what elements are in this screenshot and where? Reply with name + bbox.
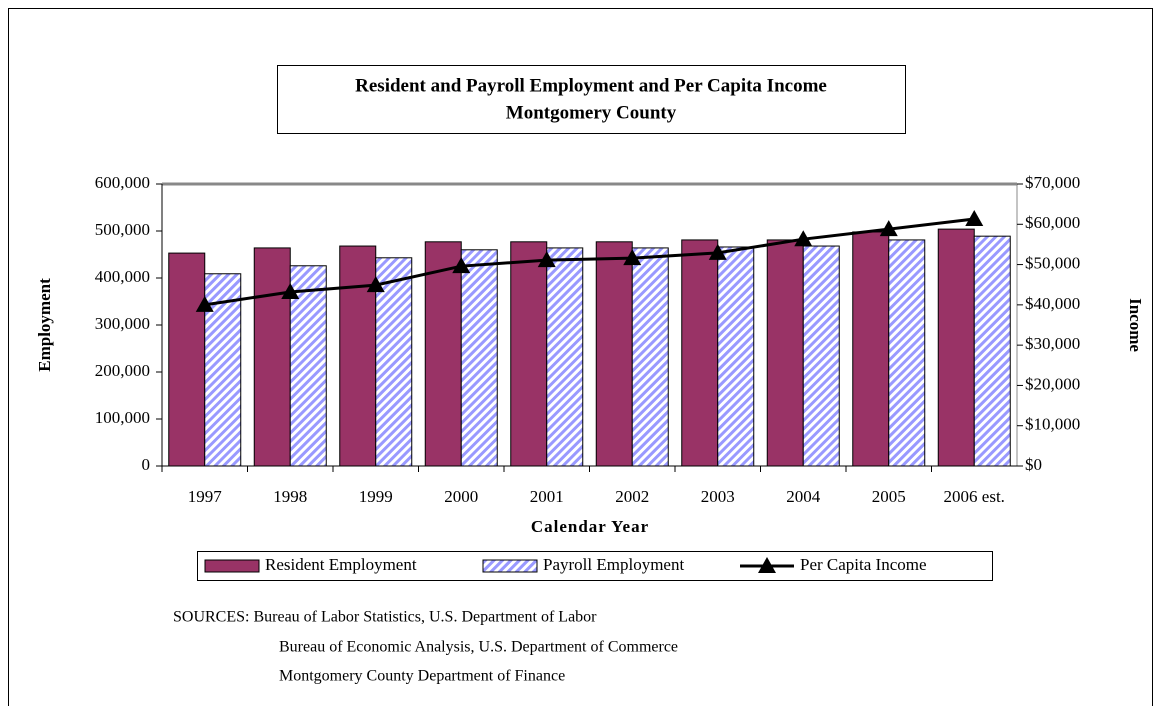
income-line [204, 217, 975, 307]
bar [595, 241, 633, 467]
bar [937, 228, 975, 467]
marker [195, 295, 214, 312]
y-tick-label: 500,000 [95, 220, 150, 239]
y2-axis-title: Income [1126, 298, 1145, 352]
bar [375, 257, 413, 467]
bar [852, 231, 890, 467]
legend-box [197, 551, 993, 581]
x-tick-label: 1998 [273, 487, 307, 506]
x-tick-label: 2004 [786, 487, 821, 506]
x-axis-title: Calendar Year [531, 517, 649, 536]
marker [452, 257, 471, 274]
marker [366, 276, 385, 293]
bar [460, 249, 498, 467]
marker [879, 220, 898, 237]
y-axis-title: Employment [35, 278, 54, 372]
y2-tick-label: $40,000 [1025, 294, 1080, 313]
y-tick-label: 400,000 [95, 267, 150, 286]
y2-tick-label: $70,000 [1025, 173, 1080, 192]
x-tick-label: 2003 [701, 487, 735, 506]
source-note: Bureau of Economic Analysis, U.S. Depart… [279, 639, 678, 656]
x-tick-label: 1999 [359, 487, 393, 506]
bar [681, 239, 719, 467]
legend-marker [758, 557, 776, 573]
source-note: Montgomery County Department of Finance [279, 668, 565, 685]
y-tick-label: 600,000 [95, 173, 150, 192]
y-tick-label: 0 [142, 455, 151, 474]
marker [281, 282, 300, 299]
bar [289, 265, 327, 467]
y2-tick-label: $0 [1025, 455, 1042, 474]
legend-label: Payroll Employment [543, 555, 684, 574]
y2-tick-label: $20,000 [1025, 374, 1080, 393]
bar [168, 252, 206, 467]
y2-tick-label: $60,000 [1025, 213, 1080, 232]
x-tick-label: 2006 est. [944, 487, 1005, 506]
bar [973, 235, 1011, 467]
bar [888, 239, 926, 467]
chart-subtitle: Montgomery County [506, 102, 677, 123]
legend-label: Per Capita Income [800, 555, 927, 574]
y-tick-label: 100,000 [95, 408, 150, 427]
bar [766, 239, 804, 467]
source-note: SOURCES: Bureau of Labor Statistics, U.S… [173, 609, 597, 626]
x-tick-label: 1997 [188, 487, 223, 506]
marker [965, 210, 984, 227]
x-tick-label: 2002 [615, 487, 649, 506]
x-tick-label: 2000 [444, 487, 478, 506]
marker [623, 249, 642, 266]
frame [8, 8, 1153, 706]
bar [424, 241, 462, 467]
bar [253, 247, 291, 467]
bar [510, 241, 548, 467]
chart-title: Resident and Payroll Employment and Per … [355, 75, 827, 96]
marker [537, 251, 556, 268]
bar [339, 245, 377, 467]
y-tick-label: 200,000 [95, 361, 150, 380]
bar [717, 246, 755, 467]
y2-tick-label: $30,000 [1025, 334, 1080, 353]
y2-tick-label: $10,000 [1025, 415, 1080, 434]
x-tick-label: 2001 [530, 487, 564, 506]
bar [546, 247, 584, 467]
legend-swatch [204, 559, 260, 573]
marker [708, 243, 727, 260]
title-box [277, 65, 906, 134]
x-tick-label: 2005 [872, 487, 906, 506]
bar [631, 247, 669, 467]
y-tick-label: 300,000 [95, 314, 150, 333]
legend-label: Resident Employment [265, 555, 417, 574]
bar [802, 245, 840, 467]
marker [794, 230, 813, 247]
y2-tick-label: $50,000 [1025, 253, 1080, 272]
legend-swatch [482, 559, 538, 573]
